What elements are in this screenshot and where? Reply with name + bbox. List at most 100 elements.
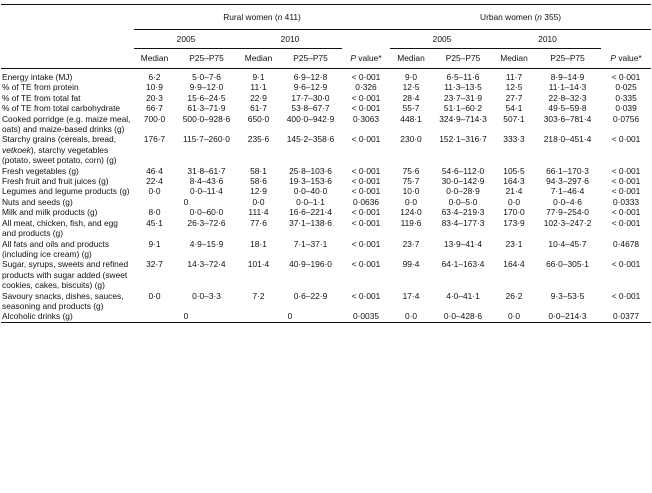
row-label: Nuts and seeds (g) (2, 196, 73, 207)
cell: < 0·001 (611, 207, 641, 218)
cell: 64·1–163·4 (441, 259, 485, 270)
cell: 6·2 (148, 72, 161, 82)
cell: 11·1–14·3 (548, 82, 587, 93)
year-header: 2010 (238, 29, 342, 49)
cell: 8·0 (148, 207, 161, 218)
row-label: % of TE from protein (2, 82, 79, 93)
cell: 0·335 (615, 92, 637, 103)
cell: 0·0756 (612, 113, 640, 124)
cell: 22·9 (250, 92, 267, 103)
cell: < 0·001 (351, 165, 381, 176)
cell: 54·1 (505, 103, 523, 114)
cell: 324·9–714·3 (439, 113, 487, 124)
cell: 8·4–43·6 (189, 176, 224, 187)
cell: 18·1 (250, 238, 267, 249)
cell: < 0·001 (351, 103, 381, 114)
cell: 13·9–41·4 (443, 238, 483, 249)
col-p25-p75: P25–P75 (534, 48, 601, 69)
cell: 45·1 (146, 217, 163, 228)
cell: 75·7 (402, 176, 420, 187)
table-row: Milk and milk products (g) 8·0 0·0–60·0 … (1, 207, 651, 217)
cell: 9·1 (148, 238, 161, 249)
row-label: Sugar, syrups, sweets and refined produc… (2, 259, 129, 291)
header-blank (342, 30, 390, 49)
cell: 0·0–214·3 (534, 311, 601, 323)
row-label: Milk and milk products (g) (2, 207, 98, 218)
cell: < 0·001 (351, 259, 381, 270)
cell: < 0·001 (611, 259, 641, 270)
cell: 19·3–153·6 (289, 176, 332, 187)
cell: 63·4–219·3 (441, 207, 485, 218)
row-label: Energy intake (MJ) (2, 72, 73, 82)
row-label: Fresh vegetables (g) (2, 165, 79, 176)
cell: 0·0 (390, 311, 432, 323)
cell: < 0·001 (351, 92, 381, 103)
cell: 66·0–305·1 (546, 259, 589, 270)
cell: < 0·001 (351, 238, 381, 249)
cell: 0·0–428·6 (432, 311, 494, 323)
cell: 22·4 (146, 176, 163, 187)
cell: 15·6–24·5 (187, 92, 226, 103)
cell: 230·0 (400, 134, 422, 145)
cell: 6·5–11·6 (446, 72, 480, 82)
cell: 49·5–59·8 (548, 103, 587, 114)
col-p-value: P value* (601, 48, 652, 69)
cell: 11·3–13·5 (444, 82, 482, 93)
cell: 4·9–15·9 (189, 238, 224, 249)
cell: 0·0 (148, 290, 161, 301)
cell: 448·1 (400, 113, 422, 124)
table-row: % of TE from protein 10·9 9·9–12·0 11·1 … (1, 82, 651, 92)
row-label: Fresh fruit and fruit juices (g) (2, 176, 109, 187)
cell: 26·3–72·6 (187, 217, 226, 228)
cell: 66·7 (146, 103, 163, 114)
cell: 28·4 (402, 92, 420, 103)
cell: 0·0–60·0 (189, 207, 224, 218)
cell: 0·025 (615, 82, 637, 93)
cell: 9·3–53·5 (550, 290, 585, 301)
header-blank (1, 4, 134, 30)
cell: 0·0377 (601, 311, 652, 323)
cell: 0·6–22·9 (293, 290, 328, 301)
cell: 25·8–103·6 (289, 165, 332, 176)
cell: 10·4–45·7 (548, 238, 587, 249)
cell: 22·8–32·3 (548, 92, 587, 103)
year-header: 2005 (134, 29, 238, 49)
cell: 111·4 (248, 207, 269, 218)
cell: 101·4 (247, 259, 270, 270)
cell: 17·7–30·0 (291, 92, 330, 103)
cell: 0·0–1·1 (296, 196, 325, 207)
cell: 46·4 (146, 165, 163, 176)
cell: 0·0–4·6 (553, 196, 582, 207)
cell: 7·2 (252, 290, 265, 301)
cell: 170·0 (503, 207, 525, 218)
cell: 500·0–928·6 (182, 113, 231, 124)
cell-merged: 0 (134, 311, 238, 323)
table-row: Savoury snacks, dishes, sauces, seasonin… (1, 291, 651, 312)
cell: 9·6–12·9 (293, 82, 328, 93)
cell-merged: 0 (238, 311, 342, 323)
cell: 0·3063 (352, 113, 380, 124)
col-median: Median (238, 48, 279, 69)
cell: 14·3–72·4 (187, 259, 226, 270)
cell: 83·4–177·3 (441, 217, 485, 228)
table-row: % of TE from total carbohydrate 66·7 61·… (1, 103, 651, 113)
cell: 4·0–41·1 (446, 290, 480, 301)
cell: < 0·001 (351, 186, 381, 197)
table-row: Fresh fruit and fruit juices (g) 22·4 8·… (1, 176, 651, 186)
cell: < 0·001 (611, 217, 641, 228)
cell: 26·2 (505, 290, 523, 301)
cell: 507·1 (503, 113, 525, 124)
cell: < 0·001 (611, 134, 641, 145)
cell: < 0·001 (611, 176, 641, 187)
cell: 8·9–14·9 (550, 72, 585, 82)
row-label: All meat, chicken, fish, and egg and pro… (2, 217, 118, 239)
cell: 9·0 (404, 72, 418, 82)
cell: 9·9–12·0 (189, 82, 224, 93)
cell: 0·039 (615, 103, 637, 114)
cell: 105·5 (503, 165, 525, 176)
cell: 0·4678 (612, 238, 640, 249)
cell: < 0·001 (351, 207, 381, 218)
header-blank (1, 48, 134, 69)
cell: 17·4 (402, 290, 420, 301)
